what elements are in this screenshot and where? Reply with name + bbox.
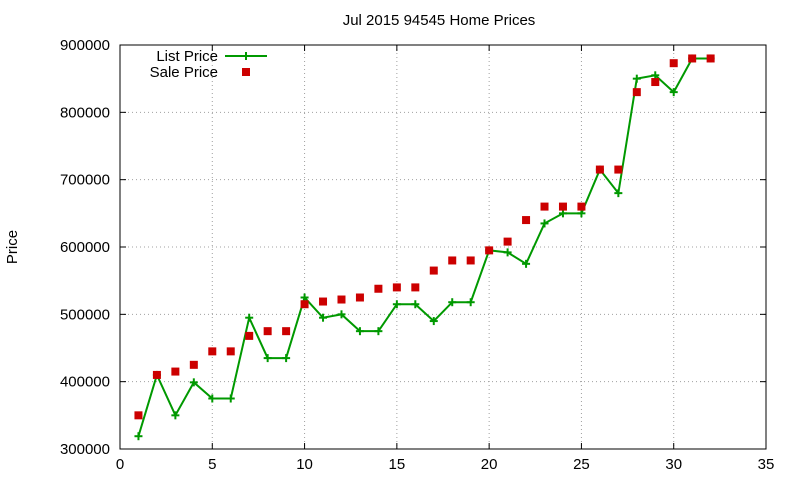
sale-price-point [706,54,715,63]
list-price-point [392,300,401,309]
sale-price-point [282,327,291,336]
list-price-point [189,378,198,387]
sale-price-point [614,165,623,174]
list-price-point [466,298,475,307]
x-tick-label: 15 [389,456,406,473]
list-price-point [300,293,309,302]
x-tick-label: 25 [573,456,590,473]
axis-layer: 0 5 10 15 20 25 30 35 300000 400000 500000 600000 70… [60,37,774,473]
sale-price-point [540,202,549,211]
grid-layer [120,45,766,449]
list-price-point [245,313,254,322]
list-price-point [171,411,180,420]
y-tick-label: 300000 [60,441,110,458]
list-price-point [337,310,346,319]
sale-price-point [134,411,143,420]
sale-price-point [319,297,328,306]
y-tick-label: 500000 [60,306,110,323]
sale-price-point [189,360,198,369]
sale-price-point [558,202,567,211]
list-price-point [263,354,272,363]
list-price-point [651,71,660,80]
sale-price-point [448,256,457,265]
list-price-point [540,219,549,228]
legend-plus-marker [242,52,250,60]
y-tick-label: 700000 [60,172,110,189]
series-sale-price [134,54,715,420]
list-price-point [282,354,291,363]
legend-item-list-price: List Price [156,48,267,65]
sale-price-point [577,202,586,211]
legend-square-marker [242,68,250,76]
list-price-point [632,74,641,83]
x-tick-label: 10 [296,456,313,473]
legend-label: Sale Price [150,64,218,81]
list-price-point [522,259,531,268]
y-tick-label: 600000 [60,239,110,256]
list-price-point [411,300,420,309]
sale-price-point [669,59,678,68]
list-price-point [374,327,383,336]
sale-price-point [245,331,254,340]
list-price-point [669,88,678,97]
sale-price-point [300,300,309,309]
list-price-point [614,189,623,198]
chart-title: Jul 2015 94545 Home Prices [343,12,536,29]
sale-price-point [632,88,641,97]
list-price-point [558,209,567,218]
x-tick-label: 30 [665,456,682,473]
sale-price-point [208,347,217,356]
legend-item-sale-price: Sale Price [150,64,250,81]
x-tick-label: 0 [116,456,124,473]
sale-price-point [355,293,364,302]
y-tick-label: 900000 [60,37,110,54]
sale-price-point [337,295,346,304]
list-price-point [355,327,364,336]
list-price-point [134,432,143,441]
series-layer [134,54,715,441]
sale-price-point [651,78,660,87]
sale-price-point [595,165,604,174]
list-price-point [226,394,235,403]
legend-label: List Price [156,48,218,65]
list-price-point [577,209,586,218]
y-tick-label: 800000 [60,104,110,121]
sale-price-point [374,284,383,293]
x-tick-label: 35 [758,456,775,473]
sale-price-point [411,283,420,292]
sale-price-point [226,347,235,356]
y-tick-label: 400000 [60,374,110,391]
sale-price-point [466,256,475,265]
list-price-point [448,298,457,307]
sale-price-point [171,367,180,376]
list-price-point [319,313,328,322]
sale-price-point [429,266,438,275]
sale-price-point [392,283,401,292]
list-price-point [429,317,438,326]
sale-price-point [522,216,531,225]
sale-price-point [485,246,494,255]
list-price-point [503,248,512,257]
x-tick-label: 5 [208,456,216,473]
sale-price-point [263,327,272,336]
sale-price-point [152,370,161,379]
list-price-point [208,394,217,403]
y-axis-label: Price [4,230,21,264]
sale-price-point [688,54,697,63]
list-price-line [137,57,711,437]
sale-price-point [503,237,512,246]
x-tick-label: 20 [481,456,498,473]
